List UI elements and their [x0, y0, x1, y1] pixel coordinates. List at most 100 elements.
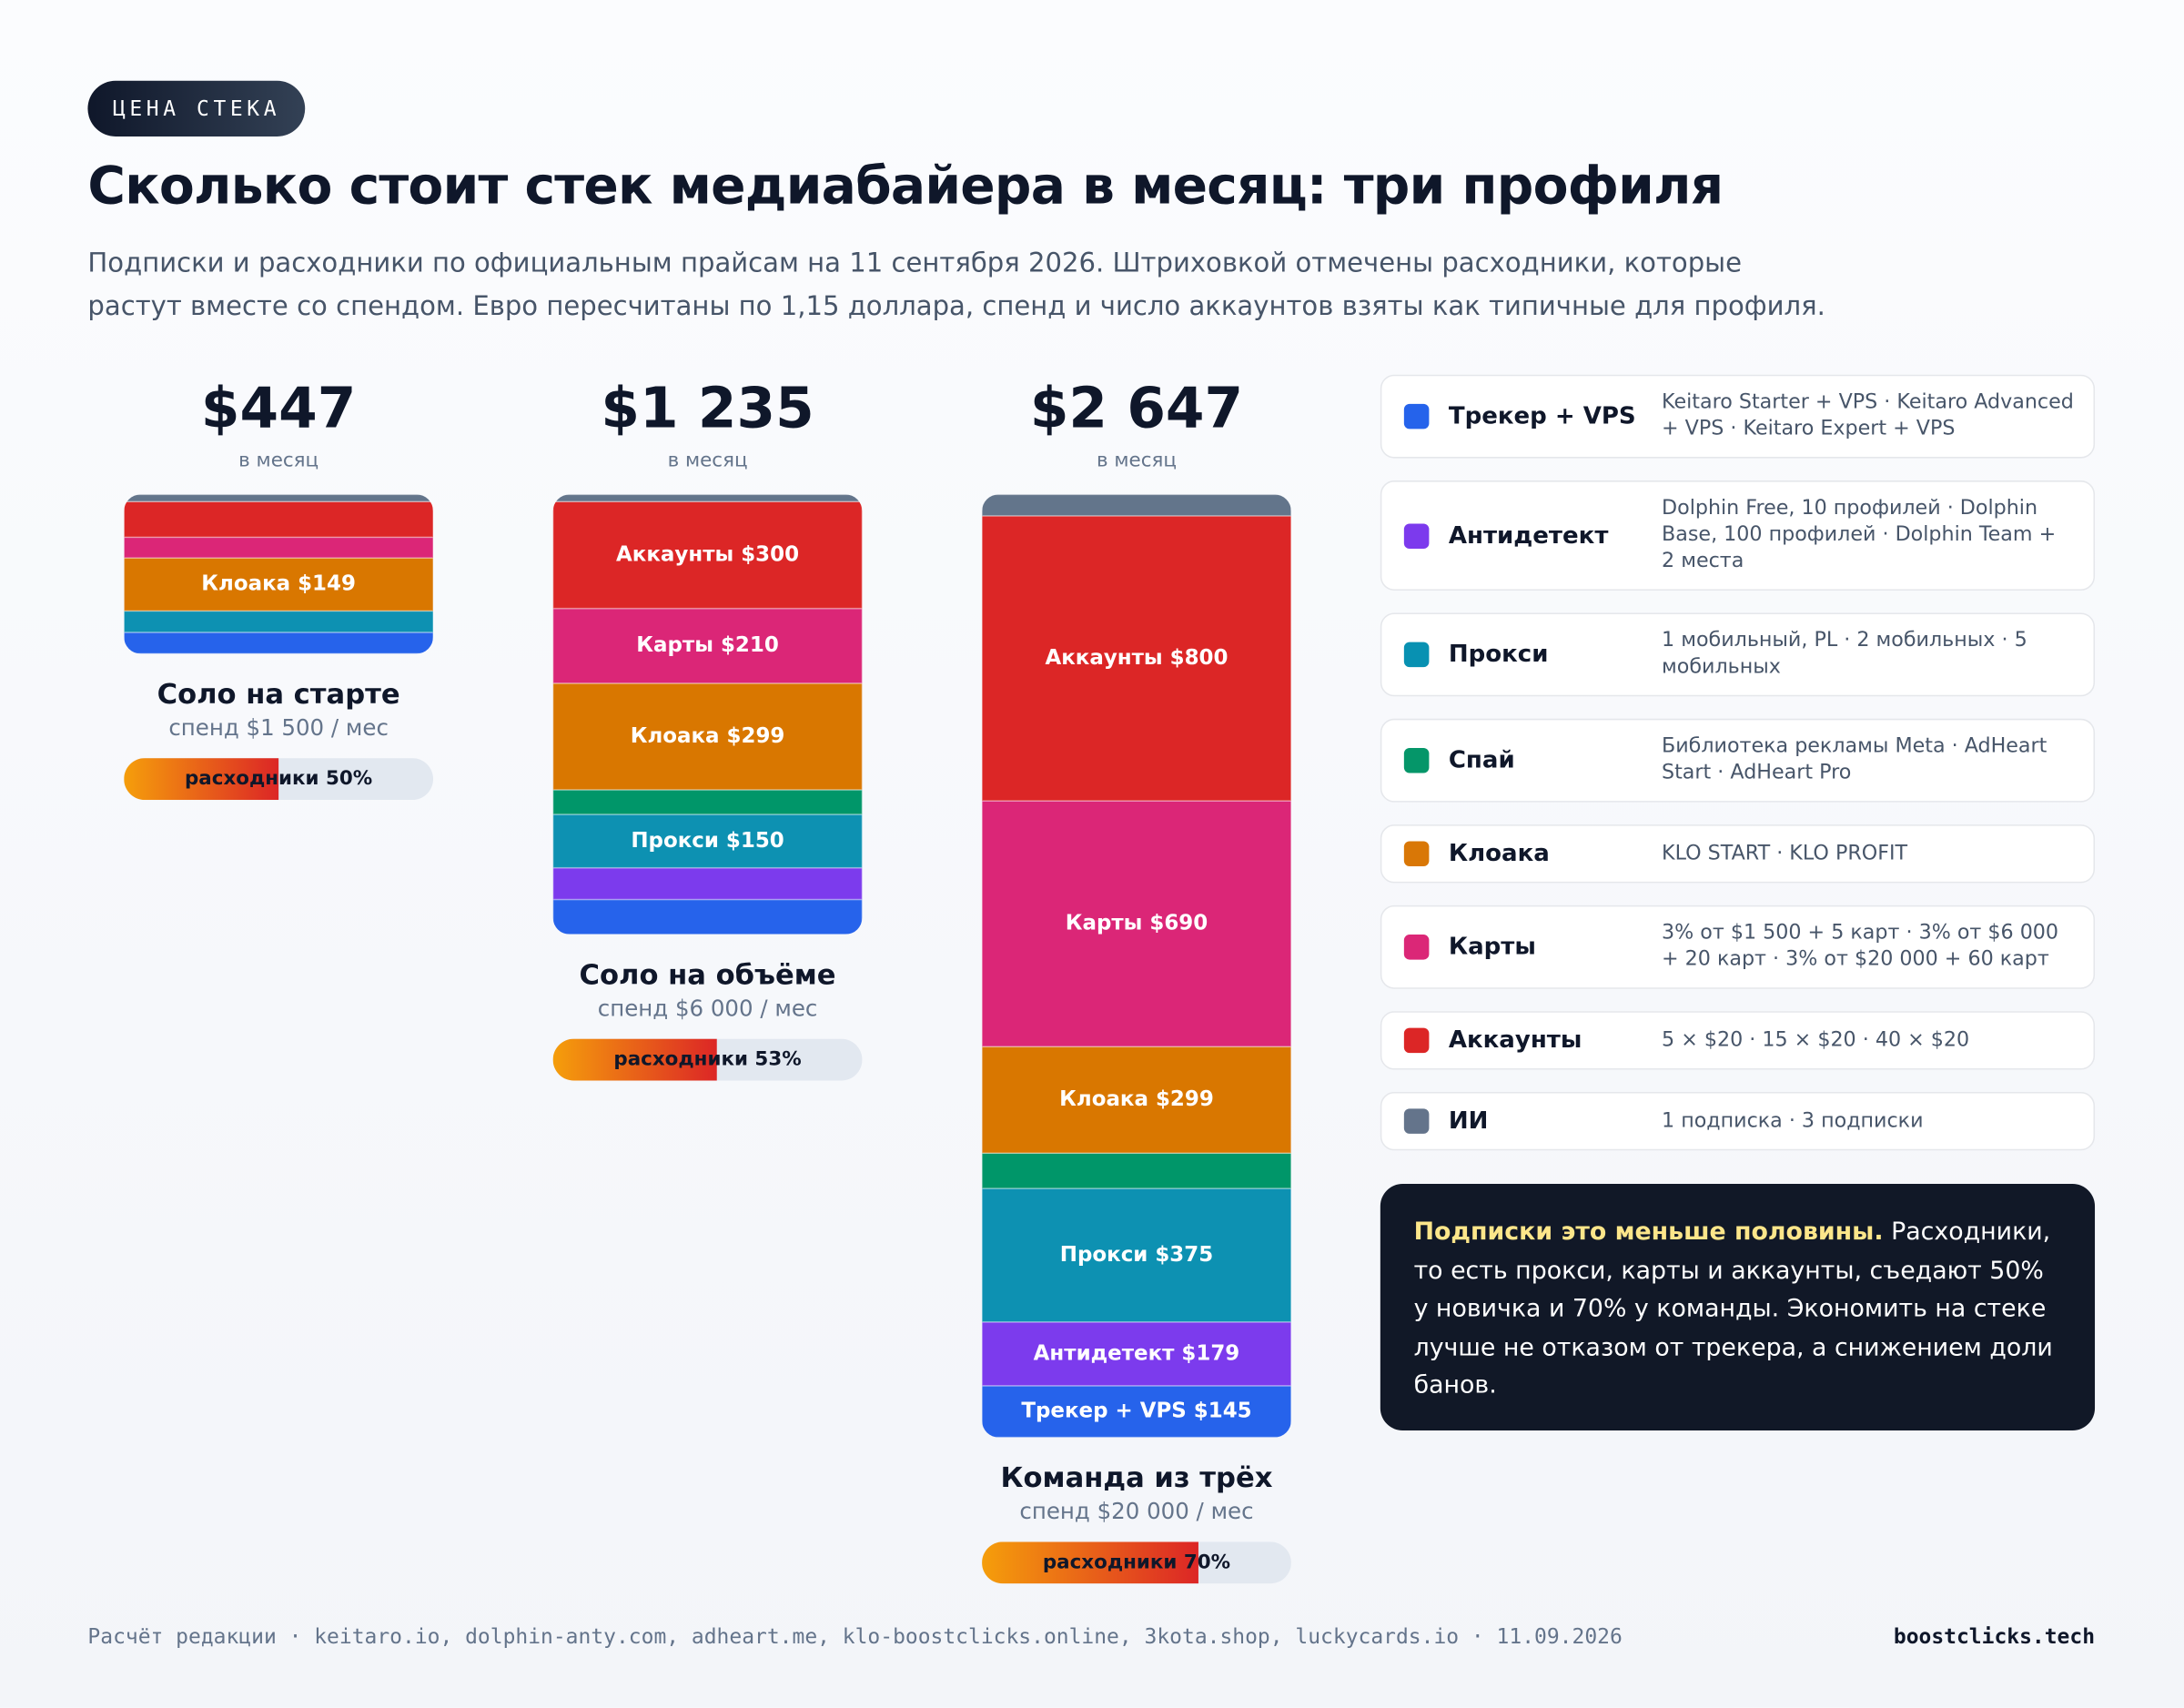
stack [552, 494, 863, 935]
total-label: $2 647 [1030, 377, 1243, 441]
consumables-bar [982, 1541, 1198, 1584]
segment [982, 515, 1291, 802]
segment [124, 557, 434, 612]
legend-name: Клоака [1448, 839, 1550, 868]
profile-name: Команда из трёх [1001, 1462, 1273, 1494]
legend-name: Спай [1448, 746, 1515, 775]
stack [982, 494, 1291, 1438]
segment [552, 682, 863, 791]
legend-name: ИИ [1448, 1107, 1489, 1136]
legend: Трекер + VPS Keitaro Starter + VPS · Keit… [1380, 374, 2096, 1151]
segment [982, 494, 1291, 517]
legend-description: Dolphin Free, 10 профилей · Dolphin Base… [1662, 497, 2057, 573]
segment-label: Антидетект $179 [1034, 1341, 1240, 1365]
legend-swatch [1403, 841, 1430, 867]
segment [552, 494, 863, 502]
legend-name: Карты [1448, 933, 1536, 962]
legend-description: 1 мобильный, PL · 2 мобильных · 5 мобиль… [1662, 629, 2027, 679]
period-label: в месяц [668, 450, 748, 472]
spend-label: спенд $1 500 / мес [168, 714, 389, 741]
legend-name: Прокси [1448, 641, 1549, 669]
site: boostclicks.tech [1893, 1623, 2096, 1650]
profile-name: Соло на объёме [580, 959, 836, 991]
badge: ЦЕНА СТЕКА [87, 80, 306, 136]
segment [552, 898, 863, 935]
segment [552, 814, 863, 869]
segment [552, 789, 863, 815]
segment [124, 610, 434, 633]
segment [552, 866, 863, 901]
legend-name: Трекер + VPS [1448, 402, 1636, 430]
legend-description: KLO START · KLO PROFIT [1662, 842, 1908, 864]
legend-item: Клоака KLO START · KLO PROFIT [1380, 824, 2096, 884]
legend-description: 1 подписка · 3 подписки [1662, 1109, 1924, 1132]
consumables-label: расходники 70% [1043, 1551, 1230, 1573]
legend-item: Спай Библиотека рекламы Meta · AdHeart St… [1380, 718, 2096, 803]
legend-item: Аккаунты 5 × $20 · 15 × $20 · 40 × $20 [1380, 1011, 2096, 1070]
segment [124, 632, 434, 654]
legend-item: Трекер + VPS Keitaro Starter + VPS · Keit… [1380, 374, 2096, 459]
subtitle: Подписки и расходники по официальным пра… [87, 248, 1825, 322]
consumables-label: расходники 53% [613, 1048, 801, 1071]
segment-label: Трекер + VPS $145 [1021, 1400, 1251, 1423]
segment-label: Карты $210 [636, 633, 779, 657]
legend-description: Библиотека рекламы Meta · AdHeart Start … [1662, 735, 2048, 784]
segment [982, 1152, 1291, 1189]
consumables-pill [982, 1541, 1291, 1584]
total-label: $447 [201, 377, 356, 441]
legend-item: ИИ 1 подписка · 3 подписки [1380, 1091, 2096, 1151]
legend-name: Аккаунты [1448, 1026, 1582, 1055]
segment-label: Прокси $150 [631, 829, 784, 853]
segment [982, 1046, 1291, 1154]
profile-name: Соло на старте [157, 679, 400, 711]
legend-description: Keitaro Starter + VPS · Keitaro Advanced… [1662, 391, 2074, 440]
legend-description: 3% от $1 500 + 5 карт · 3% от $6 000 + 2… [1662, 922, 2059, 971]
segment-label: Карты $690 [1066, 912, 1208, 935]
legend-description: 5 × $20 · 15 × $20 · 40 × $20 [1662, 1028, 1970, 1051]
segment-label: Клоака $149 [201, 572, 356, 596]
segment-label: Клоака $299 [1059, 1087, 1214, 1111]
footer: Расчёт редакции · keitaro.io, dolphin-an… [87, 1623, 1623, 1650]
period-label: в месяц [238, 450, 318, 472]
spend-label: спенд $6 000 / мес [598, 995, 818, 1021]
segment-label: Прокси $375 [1060, 1243, 1213, 1267]
segment [982, 1188, 1291, 1323]
consumables-pill [552, 1038, 863, 1081]
legend-swatch [1403, 747, 1430, 773]
note: Подписки это меньше половины. Расходники… [1380, 1184, 2096, 1430]
note-text: Расходники, то есть прокси, карты и акка… [1413, 1218, 2053, 1400]
segment [982, 1320, 1291, 1387]
segment [124, 494, 434, 502]
segment-label: Клоака $299 [631, 724, 785, 748]
legend-name: Антидетект [1448, 521, 1609, 550]
segment-label: Аккаунты $800 [1045, 646, 1228, 670]
total-label: $1 235 [601, 377, 814, 441]
segment [552, 607, 863, 684]
stack [124, 494, 434, 654]
title: Сколько стоит стек медиабайера в месяц: … [87, 156, 1724, 217]
legend-swatch [1403, 1027, 1430, 1054]
legend-item: Прокси 1 мобильный, PL · 2 мобильных · 5 … [1380, 612, 2096, 697]
chart: $447 в месяц Клоака $149 Соло на старте спен… [124, 377, 1291, 1584]
legend-item: Карты 3% от $1 500 + 5 карт · 3% от $6 00… [1380, 905, 2096, 989]
segment [982, 800, 1291, 1047]
segment [124, 536, 434, 559]
legend-swatch [1403, 1108, 1430, 1134]
legend-swatch [1403, 642, 1430, 668]
legend-swatch [1403, 403, 1430, 430]
legend-swatch [1403, 935, 1430, 960]
note-highlight: Подписки это меньше половины. [1413, 1218, 1884, 1247]
segment [552, 500, 863, 610]
consumables-bar [124, 758, 279, 801]
consumables-pill [124, 758, 434, 801]
spend-label: спенд $20 000 / мес [1019, 1498, 1253, 1524]
consumables-bar [552, 1038, 717, 1081]
consumables-label: расходники 50% [185, 767, 372, 790]
legend-swatch [1403, 522, 1430, 549]
segment [124, 500, 434, 539]
period-label: в месяц [1097, 450, 1177, 472]
legend-item: Антидетект Dolphin Free, 10 профилей · Do… [1380, 480, 2096, 591]
segment-label: Аккаунты $300 [616, 542, 799, 566]
